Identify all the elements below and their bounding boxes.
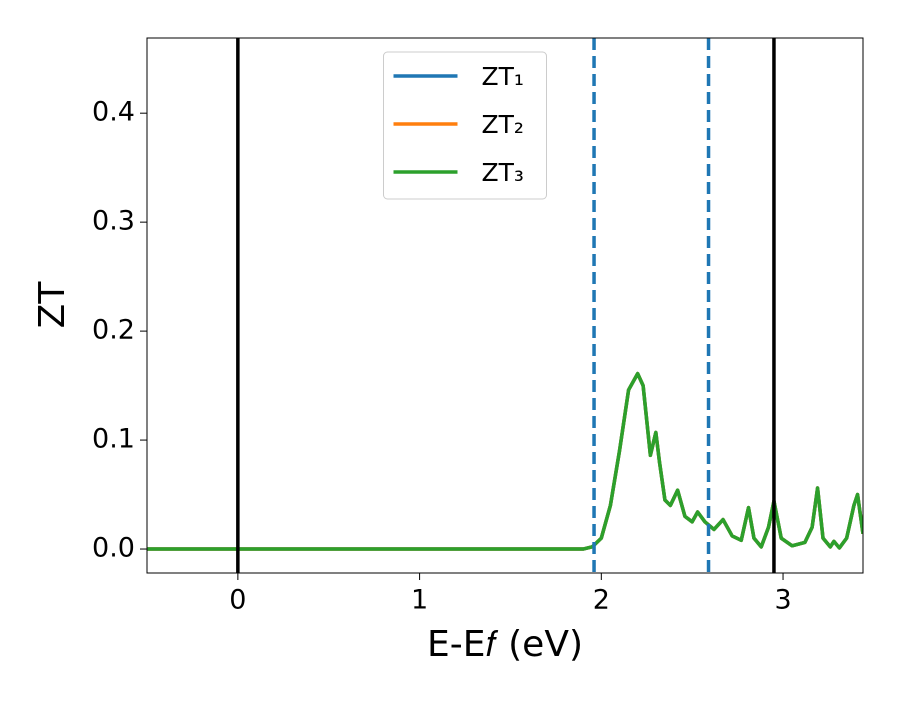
legend-label: ZT₃ xyxy=(482,158,524,187)
x-axis-label: E-E𝑓 (eV) xyxy=(427,624,583,665)
series-line xyxy=(147,371,863,551)
legend-label: ZT₂ xyxy=(482,110,524,139)
x-tick-label: 3 xyxy=(774,585,791,616)
y-axis-label: ZT xyxy=(32,281,73,329)
plot-frame xyxy=(146,37,864,574)
series-line xyxy=(147,371,863,551)
legend-box xyxy=(383,51,547,200)
y-tick-label: 0.4 xyxy=(92,97,135,128)
y-tick-label: 0.2 xyxy=(92,315,135,346)
legend-label: ZT₁ xyxy=(482,62,524,91)
y-tick-label: 0.3 xyxy=(92,206,135,237)
plot-area xyxy=(147,371,863,551)
x-tick-label: 1 xyxy=(411,585,428,616)
x-tick-label: 2 xyxy=(593,585,610,616)
y-tick-label: 0.1 xyxy=(92,424,135,455)
y-tick-label: 0.0 xyxy=(92,533,135,564)
series-line xyxy=(147,371,863,551)
x-tick-label: 0 xyxy=(229,585,246,616)
